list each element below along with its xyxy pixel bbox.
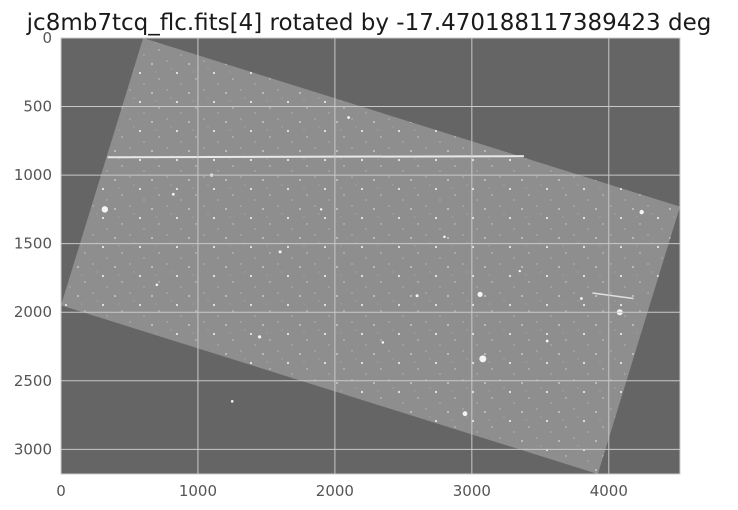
bright-source (347, 116, 350, 119)
bright-source (155, 283, 159, 287)
y-tick-label: 0 (42, 29, 52, 47)
x-tick-label: 2000 (316, 482, 354, 500)
bright-source (579, 297, 583, 300)
y-tick-label: 2500 (14, 372, 52, 390)
rotated-image-region (61, 38, 680, 474)
bright-source (639, 209, 644, 215)
bright-source (171, 192, 175, 196)
x-tick-label: 0 (56, 482, 66, 500)
y-tick-label: 1000 (14, 166, 52, 184)
bright-source (479, 355, 487, 363)
y-tick-label: 3000 (14, 440, 52, 458)
grid-lines (61, 38, 680, 474)
bright-source (257, 335, 262, 339)
y-tick-label: 500 (23, 98, 52, 116)
y-axis: 0 500 1000 1500 2000 2500 3000 (14, 29, 52, 458)
x-tick-label: 3000 (453, 482, 491, 500)
bright-source (230, 400, 234, 403)
bright-source (518, 269, 521, 273)
x-tick-label: 1000 (179, 482, 217, 500)
bright-source (443, 235, 446, 239)
bright-source (381, 341, 385, 344)
bright-source (477, 291, 483, 297)
chart-title: jc8mb7tcq_flc.fits[4] rotated by -17.470… (26, 10, 712, 36)
x-tick-label: 4000 (590, 482, 628, 500)
axes-frame (60, 37, 681, 475)
x-axis: 0 1000 2000 3000 4000 (56, 482, 628, 500)
y-tick-label: 2000 (14, 303, 52, 321)
bright-source (545, 339, 549, 343)
y-tick-label: 1500 (14, 235, 52, 253)
bright-source (462, 411, 468, 417)
satellite-trail (592, 292, 634, 300)
bright-source (415, 294, 419, 298)
satellite-trail (107, 155, 524, 159)
bright-source (101, 206, 109, 213)
bright-source (319, 208, 323, 211)
bright-source (278, 250, 282, 254)
